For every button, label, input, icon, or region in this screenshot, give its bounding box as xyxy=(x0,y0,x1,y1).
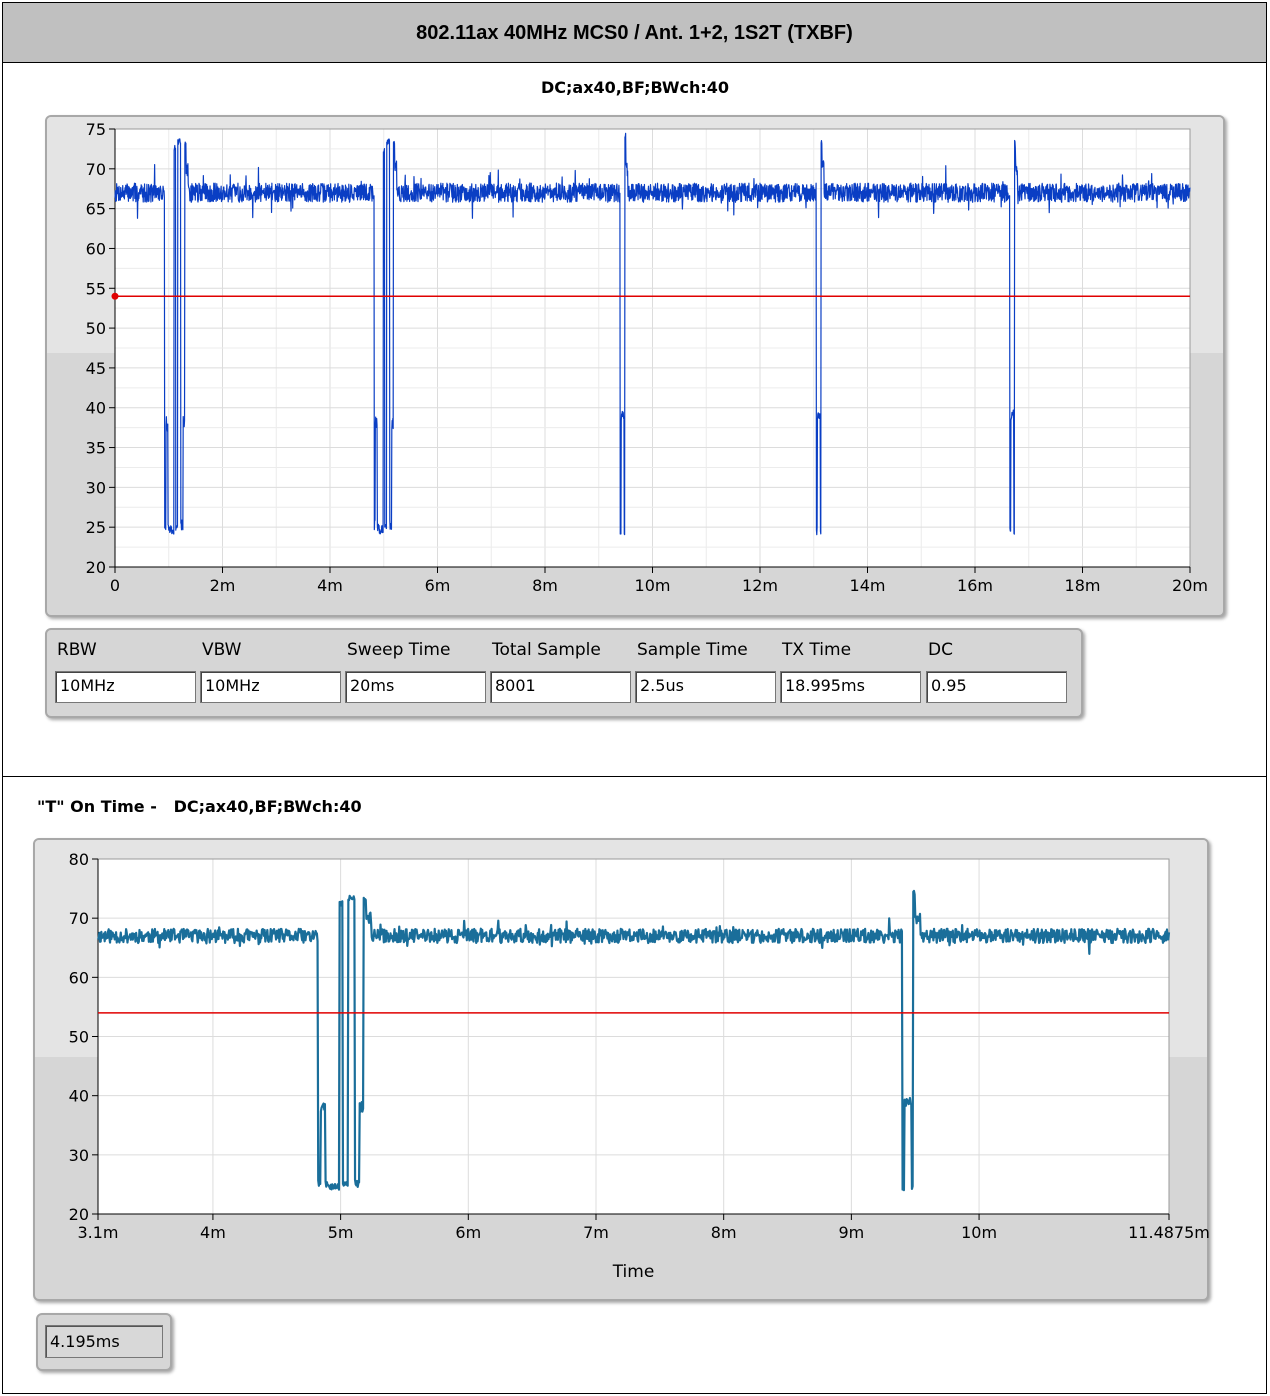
measurement-label-1: VBW xyxy=(202,640,242,660)
chart2-plot-area xyxy=(98,859,1169,1214)
measurement-label-5: TX Time xyxy=(782,640,852,660)
measurement-value-1: 10MHz xyxy=(200,671,341,703)
section-divider xyxy=(3,776,1266,777)
chart1-title: DC;ax40,BF;BWch:40 xyxy=(540,78,730,97)
measurement-label-3: Total Sample xyxy=(492,640,601,660)
measurement-label-6: DC xyxy=(928,640,953,660)
measurement-label-4: Sample Time xyxy=(637,640,748,660)
measurement-label-0: RBW xyxy=(57,640,97,660)
measurement-value-4: 2.5us xyxy=(635,671,776,703)
chart2-xlabel: Time xyxy=(612,1262,655,1282)
measurement-value-2: 20ms xyxy=(345,671,486,703)
measurement-value-0: 10MHz xyxy=(55,671,196,703)
measurement-value-3: 8001 xyxy=(490,671,631,703)
chart2-title: "T" On Time - DC;ax40,BF;BWch:40 xyxy=(37,797,362,816)
report-title: 802.11ax 40MHz MCS0 / Ant. 1+2, 1S2T (TX… xyxy=(3,3,1266,63)
chart1-plot-area xyxy=(115,129,1190,567)
measurement-value-6: 0.95 xyxy=(926,671,1067,703)
measurement-value-5: 18.995ms xyxy=(780,671,921,703)
on-time-value: 4.195ms xyxy=(45,1325,163,1358)
measurement-label-2: Sweep Time xyxy=(347,640,451,660)
